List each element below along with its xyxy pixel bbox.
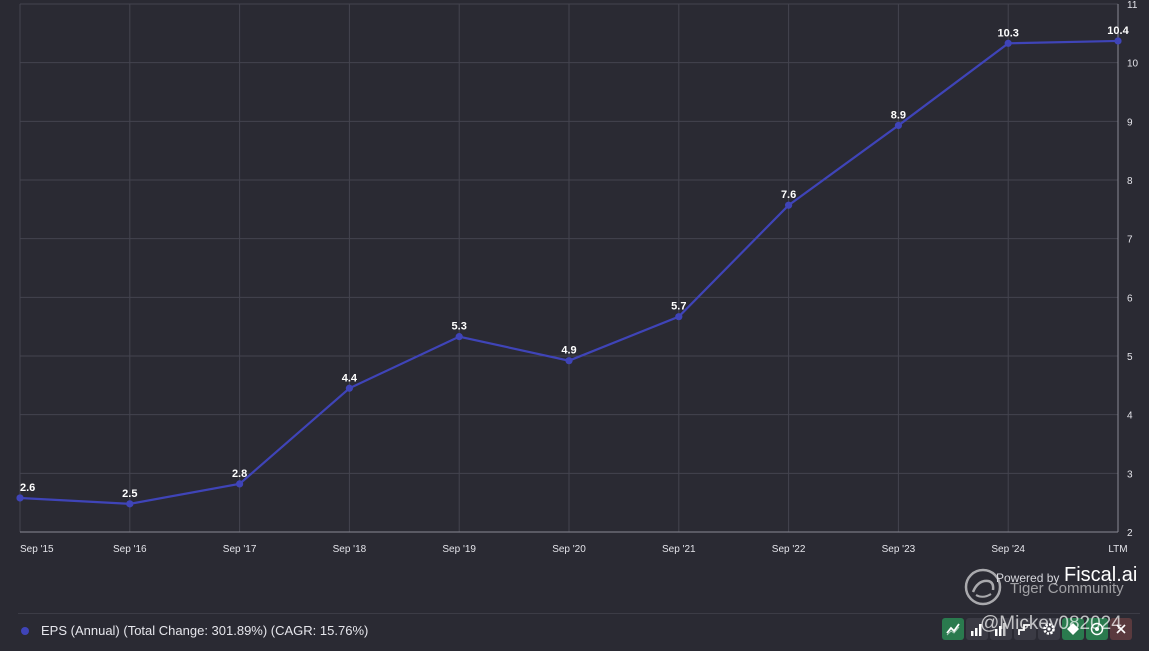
close-button[interactable] — [1110, 618, 1132, 640]
target-button[interactable] — [1086, 618, 1108, 640]
data-label: 10.4 — [1107, 25, 1129, 37]
legend-bar: EPS (Annual) (Total Change: 301.89%) (CA… — [18, 613, 1140, 648]
branding: Tiger Community Powered by Fiscal.ai — [964, 564, 1144, 608]
data-label: 2.8 — [232, 468, 247, 480]
data-point — [455, 333, 463, 341]
y-tick-label: 2 — [1127, 528, 1133, 539]
legend-item[interactable]: EPS (Annual) (Total Change: 301.89%) (CA… — [18, 623, 368, 638]
x-tick-label: Sep '23 — [882, 544, 916, 555]
close-icon — [1116, 624, 1126, 634]
y-tick-label: 9 — [1127, 117, 1133, 128]
step-chart-icon — [1018, 624, 1030, 635]
x-tick-label: Sep '18 — [333, 544, 367, 555]
data-point — [785, 201, 793, 209]
bar-chart-button[interactable] — [966, 618, 988, 640]
step-chart-button[interactable] — [1014, 618, 1036, 640]
stacked-bar-icon — [995, 623, 1006, 636]
data-point — [1004, 39, 1012, 47]
y-tick-label: 10 — [1127, 59, 1139, 70]
data-label: 4.4 — [342, 372, 358, 384]
x-tick-label: Sep '20 — [552, 544, 586, 555]
y-tick-label: 4 — [1127, 411, 1133, 422]
line-chart-button[interactable] — [942, 618, 964, 640]
legend-label: EPS (Annual) (Total Change: 301.89%) (CA… — [41, 623, 369, 638]
stacked-bar-button[interactable] — [990, 618, 1012, 640]
data-point — [345, 384, 353, 392]
brand-powered-text: Powered by — [996, 571, 1060, 585]
settings-button[interactable] — [1038, 618, 1060, 640]
y-tick-label: 8 — [1127, 176, 1133, 187]
x-tick-label: Sep '24 — [991, 544, 1025, 555]
data-point — [236, 480, 244, 488]
data-point — [126, 500, 134, 508]
gear-icon — [1043, 623, 1055, 635]
y-tick-label: 3 — [1127, 469, 1133, 480]
y-tick-label: 11 — [1127, 0, 1138, 11]
x-tick-label: Sep '15 — [20, 544, 54, 555]
y-tick-label: 5 — [1127, 352, 1133, 363]
tiger-logo-icon — [964, 568, 1002, 606]
x-tick-label: Sep '19 — [442, 544, 476, 555]
y-tick-label: 7 — [1127, 235, 1133, 246]
data-label: 5.7 — [671, 301, 686, 313]
data-point — [675, 313, 683, 321]
x-tick-label: Sep '21 — [662, 544, 696, 555]
line-chart-icon — [946, 623, 960, 636]
data-label: 2.5 — [122, 488, 137, 500]
brand-community-text: Tiger Community — [1010, 580, 1124, 597]
x-tick-label: Sep '22 — [772, 544, 806, 555]
data-label: 8.9 — [891, 109, 906, 121]
data-point — [565, 357, 573, 365]
data-label: 10.3 — [997, 27, 1018, 39]
data-point — [1114, 37, 1122, 45]
y-tick-label: 6 — [1127, 293, 1133, 304]
data-label: 5.3 — [452, 321, 467, 333]
x-tick-label: LTM — [1108, 544, 1127, 555]
data-label: 2.6 — [20, 482, 35, 494]
bar-chart-icon — [971, 624, 982, 636]
data-label: 4.9 — [561, 345, 576, 357]
legend-dot — [21, 626, 29, 635]
diamond-button[interactable] — [1062, 618, 1084, 640]
data-point — [894, 121, 903, 130]
watermark-user: @Mickey082024 — [980, 613, 1122, 634]
target-icon — [1090, 622, 1104, 636]
chart-toolbar — [942, 618, 1132, 640]
brand-name: Fiscal.ai — [1064, 564, 1138, 586]
x-tick-label: Sep '16 — [113, 544, 147, 555]
data-label: 7.6 — [781, 189, 796, 201]
x-tick-label: Sep '17 — [223, 544, 257, 555]
data-point — [16, 494, 24, 502]
diamond-icon — [1067, 623, 1079, 635]
